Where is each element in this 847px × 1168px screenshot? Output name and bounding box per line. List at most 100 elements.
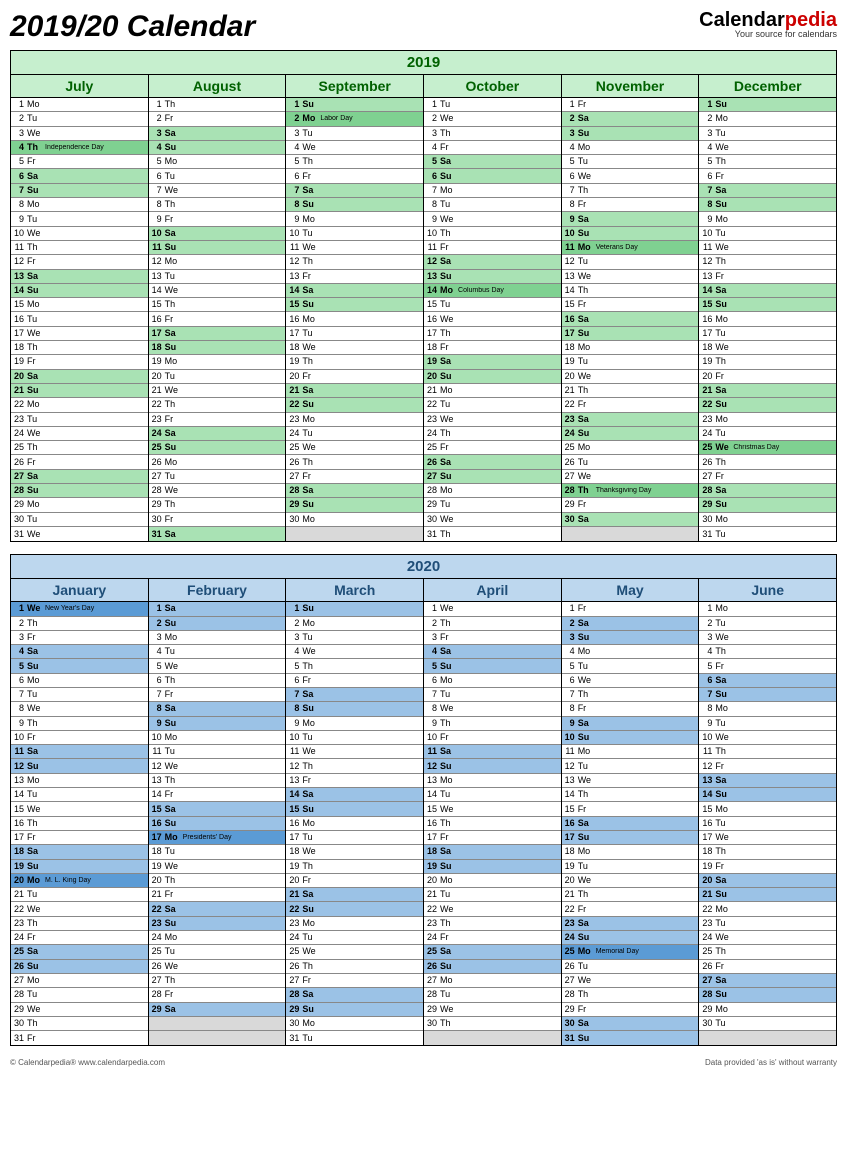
day-of-week: Mo (164, 933, 182, 942)
day-of-week: Fr (164, 114, 182, 123)
day-number: 15 (424, 300, 439, 309)
day-cell: 18We (286, 845, 423, 859)
day-of-week: Th (714, 257, 732, 266)
day-cell: 18We (699, 341, 836, 355)
day-of-week: Fr (301, 776, 319, 785)
day-number: 2 (11, 619, 26, 628)
day-cell: 6Th (149, 674, 286, 688)
day-number: 19 (286, 862, 301, 871)
day-number: 30 (286, 1019, 301, 1028)
day-of-week: Fr (164, 415, 182, 424)
day-cell: 6Fr (286, 169, 423, 183)
day-cell: 30Tu (699, 1017, 836, 1031)
day-of-week: Tu (26, 890, 44, 899)
day-of-week: Su (26, 762, 44, 771)
day-cell: 31Su (562, 1031, 699, 1045)
day-of-week: Fr (164, 990, 182, 999)
day-of-week: Th (439, 919, 457, 928)
day-of-week: Su (26, 862, 44, 871)
holiday-label: M. L. King Day (44, 877, 148, 884)
day-of-week: Fr (577, 704, 595, 713)
day-number: 5 (11, 157, 26, 166)
day-of-week: Fr (439, 933, 457, 942)
day-number: 4 (562, 143, 577, 152)
day-of-week: Sa (577, 1019, 595, 1028)
day-cell: 18Th (11, 341, 148, 355)
day-cell: 19Su (11, 860, 148, 874)
day-number: 28 (699, 486, 714, 495)
day-number: 7 (149, 690, 164, 699)
day-of-week: We (164, 386, 182, 395)
day-cell: 7Sa (286, 184, 423, 198)
day-of-week: Th (439, 329, 457, 338)
day-number: 15 (699, 300, 714, 309)
day-number: 30 (11, 1019, 26, 1028)
day-of-week: Th (714, 157, 732, 166)
day-number: 27 (699, 472, 714, 481)
day-of-week: Fr (26, 933, 44, 942)
day-cell: 3Tu (286, 127, 423, 141)
day-cell: 20We (562, 874, 699, 888)
day-number: 10 (286, 229, 301, 238)
day-number: 25 (149, 947, 164, 956)
month-column: 1WeNew Year's Day2Th3Fr4Sa5Su6Mo7Tu8We9T… (11, 602, 149, 1045)
day-number: 27 (11, 976, 26, 985)
day-cell: 22We (424, 902, 561, 916)
day-number: 17 (699, 329, 714, 338)
day-cell: 8Su (286, 198, 423, 212)
day-cell: 24Su (562, 931, 699, 945)
day-number: 10 (424, 733, 439, 742)
day-of-week: Th (714, 357, 732, 366)
day-cell: 18Fr (424, 341, 561, 355)
day-of-week: Sa (301, 690, 319, 699)
day-number: 18 (699, 343, 714, 352)
day-number: 13 (699, 272, 714, 281)
day-of-week: Th (714, 647, 732, 656)
day-of-week: Fr (301, 976, 319, 985)
day-cell: 12Th (286, 255, 423, 269)
month-column: 1Fr2Sa3Su4Mo5Tu6We7Th8Fr9Sa10Su11MoVeter… (562, 98, 700, 541)
day-of-week: Tu (164, 747, 182, 756)
day-of-week: Th (164, 300, 182, 309)
day-of-week: Th (439, 719, 457, 728)
day-of-week: Mo (577, 443, 595, 452)
day-number: 26 (562, 962, 577, 971)
day-of-week: Sa (439, 947, 457, 956)
day-cell: 20Fr (699, 370, 836, 384)
day-number: 9 (424, 215, 439, 224)
day-number: 24 (149, 933, 164, 942)
day-cell: 11Sa (424, 745, 561, 759)
day-number: 17 (562, 329, 577, 338)
day-number: 24 (562, 429, 577, 438)
day-cell: 7We (149, 184, 286, 198)
day-of-week: Mo (164, 633, 182, 642)
day-cell: 5Th (699, 155, 836, 169)
day-cell: 28Sa (699, 484, 836, 498)
day-cell: 5Th (286, 155, 423, 169)
day-number: 18 (286, 847, 301, 856)
day-of-week: Tu (301, 329, 319, 338)
day-cell: 22Su (286, 398, 423, 412)
day-cell: 4Tu (149, 645, 286, 659)
day-cell: 4We (699, 141, 836, 155)
day-number: 25 (424, 443, 439, 452)
day-cell: 17We (11, 327, 148, 341)
day-cell (562, 527, 699, 541)
day-of-week: Th (301, 257, 319, 266)
day-number: 24 (424, 429, 439, 438)
day-of-week: Tu (714, 919, 732, 928)
month-header: October (424, 75, 562, 98)
day-number: 11 (11, 747, 26, 756)
day-cell: 10Tu (699, 227, 836, 241)
day-cell: 21Su (699, 888, 836, 902)
day-cell: 20Fr (286, 370, 423, 384)
day-of-week: Th (26, 819, 44, 828)
day-of-week: Su (577, 129, 595, 138)
day-number: 12 (149, 257, 164, 266)
day-of-week: We (164, 862, 182, 871)
day-cell: 28Fr (149, 988, 286, 1002)
day-number: 30 (11, 515, 26, 524)
day-of-week: Fr (577, 200, 595, 209)
day-cell: 30Sa (562, 1017, 699, 1031)
day-cell: 10Tu (286, 227, 423, 241)
